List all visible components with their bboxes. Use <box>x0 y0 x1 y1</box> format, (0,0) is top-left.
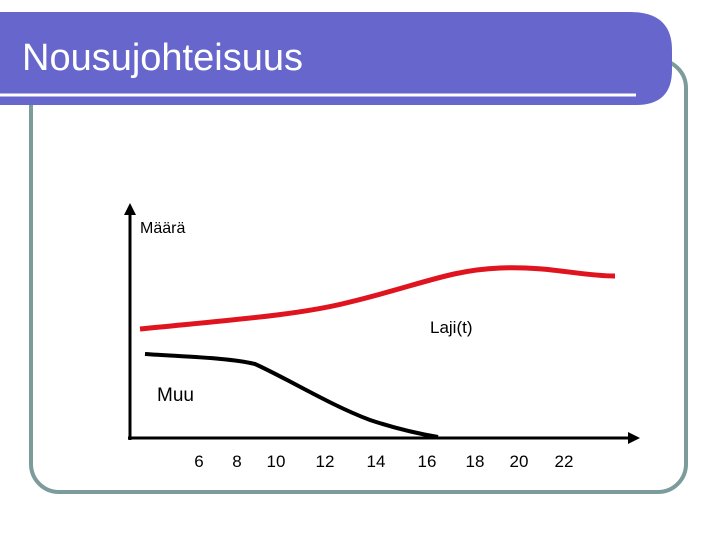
title-bar <box>0 12 672 105</box>
x-tick-labels: 6 8 10 12 14 16 18 20 22 <box>194 452 573 471</box>
x-tick-label: 10 <box>267 452 286 471</box>
x-tick-label: 8 <box>232 452 241 471</box>
y-axis-label: Määrä <box>140 220 185 237</box>
x-tick-label: 16 <box>418 452 437 471</box>
x-tick-label: 20 <box>510 452 529 471</box>
x-tick-label: 14 <box>367 452 386 471</box>
x-tick-label: 18 <box>466 452 485 471</box>
curve-laji <box>139 265 616 332</box>
curve-muu <box>144 352 439 439</box>
x-tick-label: 22 <box>555 452 574 471</box>
curve-label: Muu <box>157 385 194 406</box>
slide-title: Nousujohteisuus <box>22 37 303 79</box>
curve-label: Laji(t) <box>430 318 473 337</box>
x-tick-label: 6 <box>194 452 203 471</box>
y-axis-arrow <box>124 203 136 215</box>
x-axis-arrow <box>628 432 640 444</box>
x-tick-label: 12 <box>316 452 335 471</box>
